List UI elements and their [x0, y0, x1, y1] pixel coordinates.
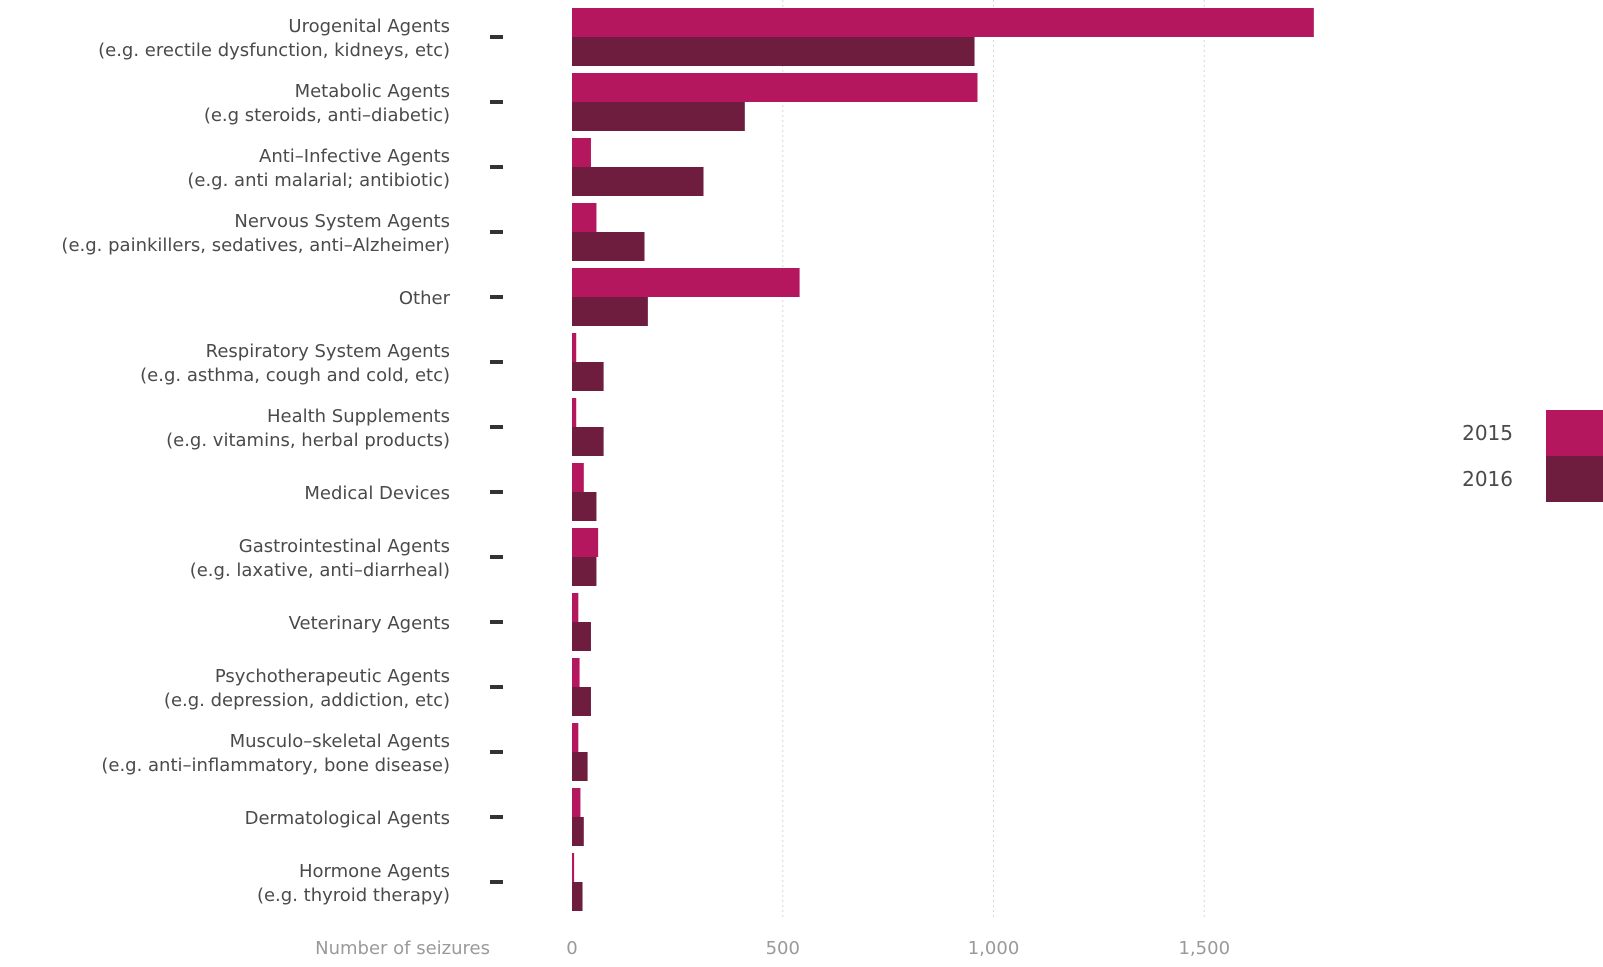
bar-2016-13 — [572, 882, 583, 911]
category-label-0-0: Urogenital Agents — [288, 16, 450, 37]
category-tick-4 — [490, 295, 503, 299]
category-label-11-0: Musculo–skeletal Agents — [230, 731, 450, 752]
bar-2015-9 — [572, 593, 579, 622]
legend-swatch-2016 — [1546, 456, 1603, 502]
category-tick-0 — [490, 35, 503, 39]
bar-2016-11 — [572, 752, 588, 781]
category-label-8-0: Gastrointestinal Agents — [239, 536, 450, 557]
category-tick-11 — [490, 750, 503, 754]
bar-2015-1 — [572, 73, 978, 102]
category-label-8-1: (e.g. laxative, anti–diarrheal) — [190, 560, 450, 581]
bar-2015-13 — [572, 853, 575, 882]
bar-2016-0 — [572, 37, 975, 66]
bar-2015-3 — [572, 203, 597, 232]
category-tick-2 — [490, 165, 503, 169]
legend-label-2016: 2016 — [1462, 467, 1513, 491]
category-label-11-1: (e.g. anti–inflammatory, bone disease) — [101, 755, 450, 776]
category-label-2-1: (e.g. anti malarial; antibiotic) — [187, 170, 450, 191]
bar-2015-7 — [572, 463, 584, 492]
x-tick-label-3: 1,500 — [1178, 938, 1230, 959]
category-tick-5 — [490, 360, 503, 364]
category-tick-10 — [490, 685, 503, 689]
x-tick-label-2: 1,000 — [968, 938, 1020, 959]
bar-2015-0 — [572, 8, 1314, 37]
category-tick-6 — [490, 425, 503, 429]
category-label-4-0: Other — [399, 288, 451, 309]
bar-2015-10 — [572, 658, 580, 687]
category-label-2-0: Anti–Infective Agents — [259, 146, 450, 167]
category-label-3-0: Nervous System Agents — [234, 211, 450, 232]
legend-swatch-2015 — [1546, 410, 1603, 456]
category-label-5-0: Respiratory System Agents — [206, 341, 450, 362]
category-label-1-1: (e.g steroids, anti–diabetic) — [204, 105, 450, 126]
bar-2016-4 — [572, 297, 648, 326]
bar-2015-12 — [572, 788, 581, 817]
category-tick-7 — [490, 490, 503, 494]
category-label-0-1: (e.g. erectile dysfunction, kidneys, etc… — [98, 40, 450, 61]
category-label-13-0: Hormone Agents — [299, 861, 450, 882]
bar-2016-8 — [572, 557, 597, 586]
bar-2016-2 — [572, 167, 704, 196]
category-label-12-0: Dermatological Agents — [245, 808, 450, 829]
category-tick-1 — [490, 100, 503, 104]
category-label-13-1: (e.g. thyroid therapy) — [257, 885, 450, 906]
category-tick-13 — [490, 880, 503, 884]
bar-2015-4 — [572, 268, 800, 297]
bar-2016-3 — [572, 232, 645, 261]
bar-2016-1 — [572, 102, 745, 131]
category-label-10-0: Psychotherapeutic Agents — [215, 666, 450, 687]
bar-2015-5 — [572, 333, 577, 362]
bar-2015-2 — [572, 138, 591, 167]
bar-2016-12 — [572, 817, 584, 846]
bar-2015-11 — [572, 723, 579, 752]
category-label-6-1: (e.g. vitamins, herbal products) — [166, 430, 450, 451]
category-label-6-0: Health Supplements — [267, 406, 450, 427]
x-tick-label-0: 0 — [566, 938, 577, 959]
bar-2016-6 — [572, 427, 604, 456]
category-label-9-0: Veterinary Agents — [289, 613, 450, 634]
category-label-10-1: (e.g. depression, addiction, etc) — [164, 690, 450, 711]
bar-2016-10 — [572, 687, 591, 716]
category-tick-3 — [490, 230, 503, 234]
category-label-1-0: Metabolic Agents — [295, 81, 450, 102]
bar-2016-5 — [572, 362, 604, 391]
category-tick-9 — [490, 620, 503, 624]
bar-2015-6 — [572, 398, 577, 427]
legend-label-2015: 2015 — [1462, 421, 1513, 445]
x-tick-label-1: 500 — [766, 938, 800, 959]
category-tick-12 — [490, 815, 503, 819]
x-axis-title: Number of seizures — [315, 938, 490, 959]
category-tick-8 — [490, 555, 503, 559]
category-label-3-1: (e.g. painkillers, sedatives, anti–Alzhe… — [61, 235, 450, 256]
bar-2016-9 — [572, 622, 591, 651]
bar-2015-8 — [572, 528, 599, 557]
category-label-5-1: (e.g. asthma, cough and cold, etc) — [140, 365, 450, 386]
category-label-7-0: Medical Devices — [304, 483, 450, 504]
bar-2016-7 — [572, 492, 597, 521]
